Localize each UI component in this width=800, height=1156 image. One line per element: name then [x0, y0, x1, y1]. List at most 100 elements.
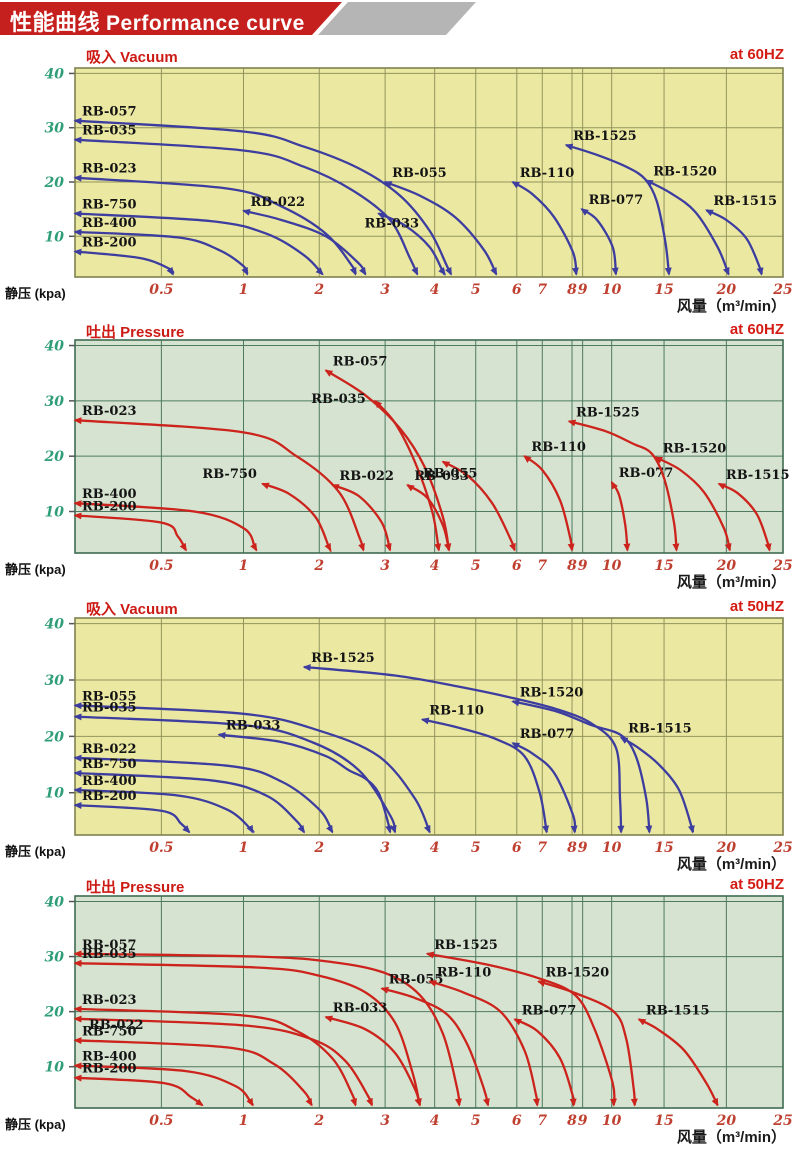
curve-label-rb-033: RB-033 — [365, 217, 420, 232]
x-tick-label: 20 — [716, 282, 737, 298]
x-tick-label: 10 — [602, 282, 622, 298]
curve-label-rb-035: RB-035 — [82, 124, 137, 139]
x-tick-label: 3 — [380, 558, 390, 574]
curve-label-rb-200: RB-200 — [82, 789, 137, 804]
curve-rb-1515 — [619, 736, 695, 834]
x-tick-label: 7 — [537, 282, 547, 298]
curve-label-rb-750: RB-750 — [82, 198, 137, 213]
curve-rb-055 — [441, 460, 516, 552]
x-tick-label: 10 — [602, 558, 622, 574]
curve-rb-077 — [513, 1018, 577, 1107]
curve-rb-200 — [73, 248, 175, 276]
x-tick-label: 10 — [602, 1113, 622, 1129]
curve-label-rb-033: RB-033 — [226, 719, 281, 734]
curve-rb-200 — [73, 802, 191, 834]
curve-label-rb-055: RB-055 — [389, 973, 444, 988]
y-axis-label-vacuum-60hz: 静压 (kpa) — [5, 286, 66, 301]
chart-freq-vacuum-60hz: at 60HZ — [729, 46, 784, 63]
curve-label-rb-110: RB-110 — [531, 440, 586, 455]
x-tick-label: 20 — [716, 1113, 737, 1129]
y-axis-label-pressure-60hz: 静压 (kpa) — [5, 562, 66, 577]
x-tick-label: 9 — [578, 558, 588, 574]
x-tick-label: 1 — [239, 558, 249, 574]
curve-label-rb-033: RB-033 — [333, 1001, 388, 1016]
chart-title-pressure-50hz: 吐出 Pressure — [86, 879, 185, 896]
x-tick-label: 0.5 — [149, 840, 173, 856]
x-tick-label: 5 — [471, 558, 481, 574]
y-tick-label: 20 — [44, 175, 65, 191]
curve-label-rb-035: RB-035 — [82, 947, 137, 962]
header-red-banner — [0, 2, 342, 35]
curve-label-rb-055: RB-055 — [392, 166, 447, 181]
x-tick-label: 4 — [430, 558, 440, 574]
curve-label-rb-1515: RB-1515 — [628, 722, 692, 737]
curve-label-rb-1525: RB-1525 — [576, 405, 640, 420]
curve-rb-200 — [73, 1074, 204, 1107]
curve-label-rb-750: RB-750 — [82, 757, 137, 772]
curve-label-rb-1515: RB-1515 — [726, 468, 790, 483]
x-tick-label: 1 — [239, 840, 249, 856]
curve-rb-750 — [73, 1037, 313, 1107]
x-tick-label: 3 — [380, 282, 390, 298]
x-tick-label: 8 — [567, 282, 577, 298]
curve-label-rb-1520: RB-1520 — [520, 685, 584, 700]
curve-label-rb-400: RB-400 — [82, 487, 137, 502]
x-tick-label: 20 — [716, 558, 737, 574]
x-tick-label: 0.5 — [149, 1113, 173, 1129]
x-tick-label: 0.5 — [149, 282, 173, 298]
x-tick-label: 2 — [313, 1113, 324, 1129]
curve-rb-1515 — [717, 482, 772, 552]
x-tick-label: 9 — [578, 282, 588, 298]
curve-label-rb-057: RB-057 — [82, 105, 137, 120]
curve-rb-400 — [73, 1062, 254, 1107]
x-tick-label: 25 — [772, 1113, 792, 1129]
x-tick-label: 9 — [578, 1113, 588, 1129]
x-tick-label: 6 — [512, 282, 522, 298]
page-title-en: Performance curve — [106, 12, 305, 35]
curve-label-rb-035: RB-035 — [82, 701, 137, 716]
chart-title-vacuum-50hz: 吸入 Vacuum — [86, 601, 178, 618]
curve-label-rb-1520: RB-1520 — [663, 441, 727, 456]
curve-label-rb-023: RB-023 — [82, 993, 137, 1008]
x-tick-label: 5 — [471, 282, 481, 298]
x-tick-label: 5 — [471, 1113, 481, 1129]
curve-rb-1520 — [537, 980, 638, 1107]
page-title-cn: 性能曲线 — [10, 10, 101, 35]
y-tick-label: 30 — [45, 950, 65, 966]
y-tick-label: 40 — [45, 895, 65, 911]
page-title: 性能曲线 Performance curve — [10, 5, 305, 37]
x-tick-label: 15 — [654, 840, 673, 856]
x-tick-label: 3 — [380, 840, 390, 856]
curve-rb-1515 — [637, 1018, 719, 1107]
curve-label-rb-400: RB-400 — [82, 216, 137, 231]
curve-rb-022 — [331, 483, 392, 552]
curve-label-rb-1515: RB-1515 — [713, 194, 777, 209]
x-tick-label: 8 — [567, 558, 577, 574]
y-tick-label: 30 — [45, 673, 65, 689]
curve-label-rb-1515: RB-1515 — [646, 1003, 710, 1018]
chart-title-vacuum-60hz: 吸入 Vacuum — [86, 49, 178, 66]
y-tick-label: 30 — [45, 121, 65, 137]
curve-label-rb-057: RB-057 — [333, 354, 388, 369]
curve-label-rb-110: RB-110 — [429, 704, 484, 719]
curve-rb-750 — [73, 769, 306, 834]
x-tick-label: 2 — [313, 282, 324, 298]
x-tick-label: 1 — [239, 1113, 249, 1129]
curve-rb-077 — [511, 742, 578, 834]
y-tick-label: 20 — [44, 1005, 65, 1021]
x-tick-label: 25 — [772, 558, 792, 574]
curve-label-rb-035: RB-035 — [311, 392, 366, 407]
curve-rb-1515 — [705, 209, 764, 276]
x-tick-label: 8 — [567, 1113, 577, 1129]
curve-label-rb-055: RB-055 — [82, 689, 137, 704]
curve-label-rb-055: RB-055 — [423, 467, 478, 482]
curve-label-rb-750: RB-750 — [202, 467, 257, 482]
x-tick-label: 15 — [654, 1113, 673, 1129]
x-tick-label: 25 — [772, 282, 792, 298]
curve-label-rb-022: RB-022 — [251, 195, 306, 210]
curve-label-rb-022: RB-022 — [339, 469, 394, 484]
chart-title-pressure-60hz: 吐出 Pressure — [86, 324, 185, 341]
x-axis-label-pressure-50hz: 风量（m³/min） — [676, 1129, 786, 1146]
